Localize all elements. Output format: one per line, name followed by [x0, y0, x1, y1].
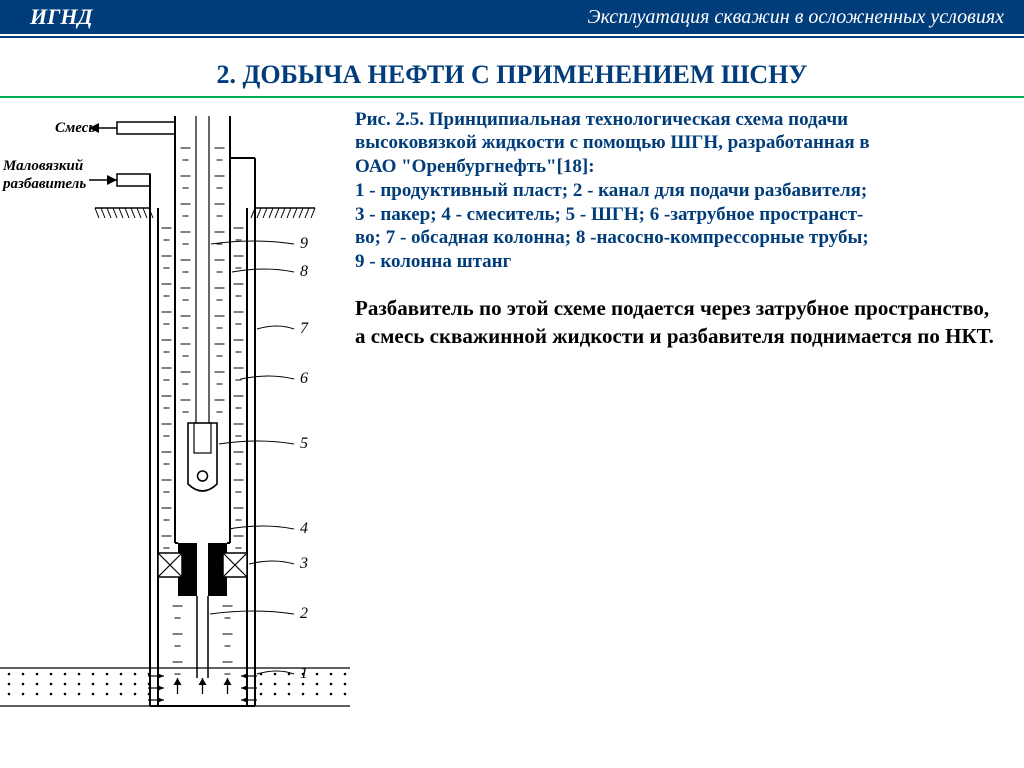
- header-underline: [0, 36, 1024, 38]
- svg-text:3: 3: [299, 555, 308, 572]
- svg-text:разбавитель: разбавитель: [1, 176, 86, 192]
- caption-line: 9 - колонна штанг: [355, 251, 511, 272]
- header-org: ИГНД: [0, 4, 93, 30]
- well-diagram: 9 8 7 6 5 4 3 2 1 Смесь Маловязкий разбавитель: [0, 108, 350, 748]
- text-column: Рис. 2.5. Принципиальная технологическая…: [350, 108, 1024, 748]
- body-paragraph: Разбавитель по этой схеме подается через…: [355, 294, 999, 351]
- caption-line: 3 - пакер; 4 - смеситель; 5 - ШГН; 6 -за…: [355, 204, 863, 225]
- svg-text:1: 1: [300, 665, 308, 682]
- caption-line: Рис. 2.5. Принципиальная технологическая…: [355, 109, 848, 130]
- svg-text:Смесь: Смесь: [55, 120, 95, 136]
- header-bar: ИГНД Эксплуатация скважин в осложненных …: [0, 0, 1024, 34]
- caption-line: высоковязкой жидкости с помощью ШГН, раз…: [355, 132, 870, 153]
- caption-line: во; 7 - обсадная колонна; 8 -насосно-ком…: [355, 227, 869, 248]
- svg-text:6: 6: [300, 370, 308, 387]
- svg-text:Маловязкий: Маловязкий: [2, 158, 83, 174]
- content-area: 9 8 7 6 5 4 3 2 1 Смесь Маловязкий разбавитель Рис.…: [0, 98, 1024, 748]
- diagram-column: 9 8 7 6 5 4 3 2 1 Смесь Маловязкий разбавитель: [0, 108, 350, 748]
- svg-text:5: 5: [300, 435, 308, 452]
- section-title: 2. ДОБЫЧА НЕФТИ С ПРИМЕНЕНИЕМ ШСНУ: [0, 60, 1024, 90]
- svg-text:8: 8: [300, 263, 308, 280]
- svg-text:2: 2: [300, 605, 308, 622]
- caption-line: ОАО "Оренбургнефть"[18]:: [355, 156, 595, 177]
- svg-text:9: 9: [300, 235, 308, 252]
- svg-text:7: 7: [300, 320, 309, 337]
- figure-caption: Рис. 2.5. Принципиальная технологическая…: [355, 108, 999, 274]
- caption-line: 1 - продуктивный пласт; 2 - канал для по…: [355, 180, 867, 201]
- svg-text:4: 4: [300, 520, 308, 537]
- header-subtitle: Эксплуатация скважин в осложненных услов…: [588, 6, 1004, 29]
